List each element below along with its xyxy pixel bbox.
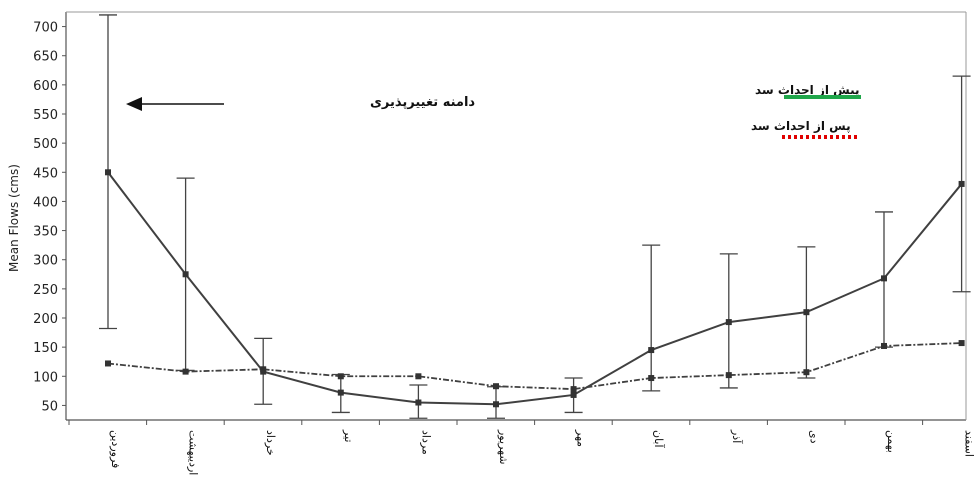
series-line	[107, 342, 962, 391]
data-point	[105, 169, 111, 176]
data-point	[570, 386, 577, 393]
x-tick-label: مهر	[575, 429, 588, 447]
data-point	[648, 347, 655, 354]
x-tick-label: خرداد	[264, 430, 277, 456]
x-tick-label: تیر	[342, 429, 355, 442]
data-point	[725, 372, 732, 379]
data-point	[958, 180, 965, 187]
series-0	[99, 14, 971, 419]
x-tick-label: شهریور	[497, 429, 510, 464]
data-point	[881, 342, 887, 349]
series-line	[107, 171, 963, 406]
y-tick-label: 550	[33, 108, 58, 123]
y-tick-label: 400	[33, 195, 58, 210]
y-tick-label: 350	[33, 225, 58, 240]
y-tick-label: 500	[33, 137, 58, 152]
y-tick-label: 150	[33, 341, 58, 356]
data-point	[570, 391, 577, 398]
y-tick-label: 50	[41, 399, 58, 414]
legend-label-before: پیش از احداث سد	[755, 83, 860, 97]
data-point	[182, 271, 189, 278]
x-tick-label: دی	[807, 430, 820, 444]
x-axis-ticks: فروردین اردیبهشت خرداد تیر مرداد شهریور مهر آبا…	[68, 420, 976, 475]
data-point	[415, 373, 422, 380]
annotation: دامنه تغییرپذیری	[126, 95, 475, 111]
y-tick-label: 600	[33, 79, 58, 94]
y-tick-label: 250	[33, 283, 58, 298]
x-tick-label: آبان	[652, 430, 666, 448]
data-point	[105, 360, 111, 367]
data-point	[337, 389, 344, 396]
y-tick-label: 300	[33, 254, 58, 269]
data-point	[493, 401, 499, 408]
x-tick-label: فروردین	[109, 430, 122, 468]
annotation-text: دامنه تغییرپذیری	[370, 95, 475, 110]
series-1	[105, 340, 965, 393]
data-point	[415, 399, 422, 406]
data-point	[648, 375, 655, 382]
y-tick-label: 650	[33, 50, 58, 65]
y-axis-ticks: 50 100 150 200 250 300 350 400 450 500 550 600 650 70…	[33, 21, 66, 414]
y-tick-label: 100	[33, 370, 58, 385]
series-layer	[99, 14, 971, 419]
data-point	[881, 275, 887, 282]
data-point	[803, 309, 810, 316]
legend-label-after: پس از احداث سد	[751, 119, 851, 133]
arrow-left-icon	[126, 97, 142, 111]
plot-frame	[65, 11, 967, 421]
x-tick-label: اسفند	[963, 430, 976, 457]
x-tick-label: اردیبهشت	[187, 430, 200, 475]
data-point	[803, 369, 810, 376]
y-tick-label: 200	[33, 312, 58, 327]
data-point	[182, 368, 189, 375]
data-point	[337, 373, 344, 380]
x-tick-label: مرداد	[419, 430, 432, 455]
x-tick-label: بهمن	[885, 430, 898, 453]
y-tick-label: 450	[33, 166, 58, 181]
data-point	[725, 319, 732, 326]
y-tick-label: 700	[33, 21, 58, 36]
legend: پیش از احداث سد پس از احداث سد	[751, 83, 861, 139]
data-point	[493, 383, 499, 390]
x-tick-label: آذر	[730, 429, 744, 444]
y-axis-title: Mean Flows (cms)	[7, 164, 21, 272]
data-point	[260, 366, 267, 373]
data-point	[958, 340, 965, 347]
